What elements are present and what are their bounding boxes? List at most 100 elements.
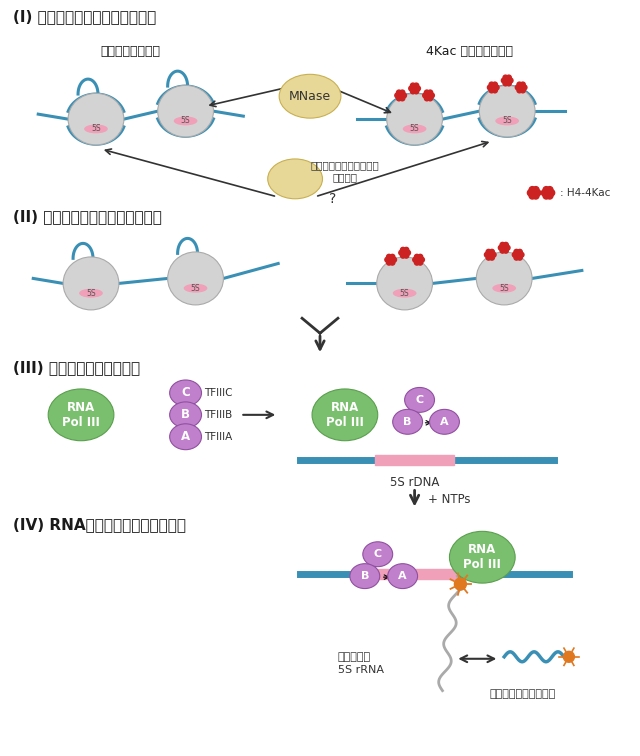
Circle shape (504, 243, 508, 247)
Circle shape (418, 254, 422, 259)
Circle shape (506, 81, 511, 86)
Ellipse shape (377, 257, 433, 310)
Circle shape (414, 83, 419, 88)
Circle shape (400, 96, 404, 101)
Text: TFIIIC: TFIIIC (205, 388, 233, 398)
Ellipse shape (479, 85, 535, 137)
Ellipse shape (79, 289, 103, 298)
Text: 5S: 5S (86, 289, 96, 298)
Ellipse shape (492, 284, 516, 293)
Ellipse shape (387, 93, 442, 145)
Ellipse shape (388, 564, 417, 589)
Circle shape (415, 254, 419, 259)
Circle shape (514, 256, 519, 260)
Circle shape (518, 85, 524, 90)
Circle shape (500, 248, 505, 253)
Circle shape (490, 85, 496, 90)
Text: C: C (181, 386, 190, 399)
Circle shape (412, 85, 417, 91)
Circle shape (410, 83, 415, 88)
Circle shape (387, 254, 392, 259)
Text: + NTPs: + NTPs (428, 493, 470, 506)
Circle shape (502, 245, 507, 250)
Text: C: C (374, 549, 382, 559)
Circle shape (406, 250, 410, 256)
Circle shape (517, 82, 522, 87)
Circle shape (415, 86, 420, 91)
Text: RNA
Pol III: RNA Pol III (326, 401, 364, 429)
Ellipse shape (170, 424, 202, 450)
Circle shape (489, 82, 494, 87)
Circle shape (429, 93, 435, 98)
Text: RNA
Pol III: RNA Pol III (463, 544, 501, 572)
Circle shape (484, 253, 490, 257)
Ellipse shape (84, 125, 108, 133)
Circle shape (515, 252, 521, 258)
Ellipse shape (168, 252, 223, 305)
Circle shape (520, 82, 525, 87)
Ellipse shape (173, 116, 197, 125)
Circle shape (515, 85, 520, 90)
Circle shape (398, 93, 403, 98)
Circle shape (400, 90, 404, 95)
Circle shape (517, 88, 522, 93)
Circle shape (402, 250, 407, 256)
Ellipse shape (393, 289, 417, 298)
Text: (I) クロマチンアクセシビリティ: (I) クロマチンアクセシビリティ (13, 10, 157, 25)
Text: C: C (415, 395, 424, 405)
Text: ?: ? (330, 192, 337, 206)
Ellipse shape (48, 389, 114, 441)
Circle shape (508, 78, 513, 83)
Circle shape (503, 81, 508, 86)
Circle shape (404, 253, 409, 258)
Circle shape (399, 250, 404, 256)
Text: B: B (360, 571, 369, 581)
Circle shape (401, 93, 406, 98)
Circle shape (489, 88, 494, 93)
Ellipse shape (63, 257, 119, 310)
Bar (375, 454, 454, 465)
Circle shape (390, 254, 395, 259)
Text: 5S: 5S (91, 125, 100, 133)
Circle shape (547, 193, 553, 199)
Circle shape (428, 90, 433, 95)
Circle shape (534, 190, 541, 196)
Circle shape (454, 578, 467, 590)
Circle shape (529, 187, 536, 193)
Ellipse shape (449, 531, 515, 583)
Circle shape (410, 89, 415, 94)
Text: クロマチンリモデリング
因子など: クロマチンリモデリング 因子など (310, 160, 380, 181)
Circle shape (419, 257, 424, 262)
Circle shape (428, 96, 433, 101)
Circle shape (409, 86, 413, 91)
Circle shape (512, 253, 517, 257)
Circle shape (519, 253, 524, 257)
Circle shape (415, 260, 419, 265)
Text: 5S: 5S (499, 284, 509, 293)
Ellipse shape (403, 125, 426, 133)
Circle shape (514, 249, 519, 254)
Circle shape (397, 90, 401, 95)
Circle shape (490, 256, 495, 260)
Circle shape (486, 249, 491, 254)
Ellipse shape (393, 409, 422, 434)
Ellipse shape (404, 388, 435, 412)
Circle shape (422, 93, 428, 98)
Circle shape (532, 187, 539, 193)
Text: MNase: MNase (289, 90, 331, 103)
Circle shape (517, 256, 522, 260)
Circle shape (395, 93, 400, 98)
Text: 無修飾クロマチン: 無修飾クロマチン (101, 45, 161, 58)
Circle shape (532, 193, 539, 199)
Circle shape (506, 75, 511, 80)
Circle shape (424, 96, 429, 101)
Ellipse shape (170, 380, 202, 406)
Text: 5S: 5S (180, 116, 190, 125)
Circle shape (541, 190, 548, 196)
Ellipse shape (495, 116, 519, 125)
Circle shape (548, 190, 555, 196)
Circle shape (504, 248, 508, 253)
Circle shape (418, 260, 422, 265)
Ellipse shape (268, 159, 323, 199)
Circle shape (486, 256, 491, 260)
